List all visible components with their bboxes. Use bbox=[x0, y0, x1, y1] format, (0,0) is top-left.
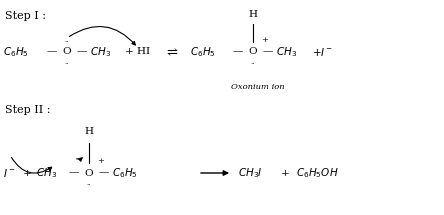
Text: —: — bbox=[77, 48, 87, 57]
Text: ··: ·· bbox=[65, 37, 69, 45]
Text: Oxonium ion: Oxonium ion bbox=[231, 83, 285, 91]
Text: +: + bbox=[97, 157, 104, 165]
Text: +: + bbox=[23, 169, 32, 178]
Text: ⇌: ⇌ bbox=[166, 46, 178, 58]
Text: H: H bbox=[84, 126, 94, 135]
Text: ··: ·· bbox=[251, 59, 255, 67]
Text: $CH_3$: $CH_3$ bbox=[90, 45, 111, 59]
Text: $CH_3I$: $CH_3I$ bbox=[238, 166, 263, 180]
Text: +: + bbox=[261, 36, 268, 44]
Text: $C_6H_5$: $C_6H_5$ bbox=[190, 45, 216, 59]
Text: $C_6H_5OH$: $C_6H_5OH$ bbox=[296, 166, 339, 180]
Text: $C_6H_5$: $C_6H_5$ bbox=[3, 45, 29, 59]
Text: —: — bbox=[47, 48, 57, 57]
Text: $I^-$: $I^-$ bbox=[3, 167, 16, 179]
Text: $CH_3$: $CH_3$ bbox=[276, 45, 297, 59]
Text: —: — bbox=[99, 169, 109, 178]
Text: H: H bbox=[249, 9, 258, 18]
Text: —: — bbox=[233, 48, 243, 57]
Text: $CH_3$: $CH_3$ bbox=[36, 166, 57, 180]
Text: $+ I^-$: $+ I^-$ bbox=[312, 46, 333, 58]
Text: ··: ·· bbox=[65, 59, 69, 67]
Text: +: + bbox=[281, 169, 289, 178]
Text: Step II :: Step II : bbox=[5, 105, 51, 115]
Text: O: O bbox=[249, 48, 258, 57]
Text: + HI: + HI bbox=[125, 48, 150, 57]
Text: O: O bbox=[85, 169, 93, 178]
Text: Step I :: Step I : bbox=[5, 11, 46, 21]
Text: ··: ·· bbox=[87, 180, 91, 188]
Text: O: O bbox=[63, 48, 71, 57]
Text: —: — bbox=[69, 169, 79, 178]
Text: $C_6H_5$: $C_6H_5$ bbox=[112, 166, 138, 180]
Text: —: — bbox=[263, 48, 273, 57]
